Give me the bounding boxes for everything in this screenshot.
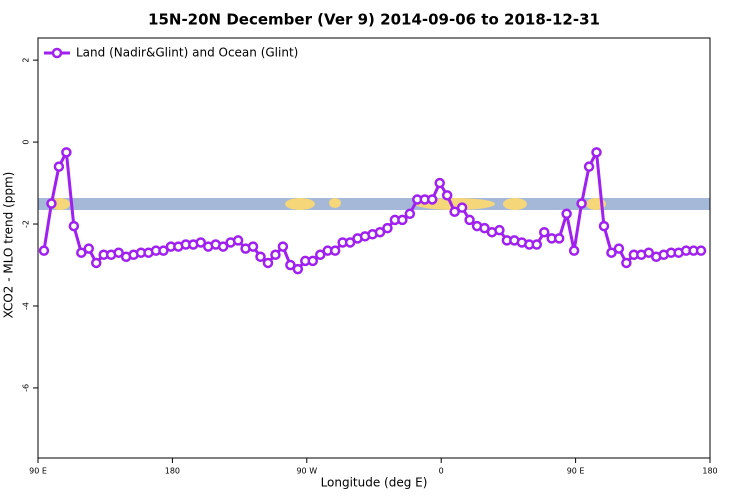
point [553, 233, 565, 244]
y-axis-label: XCO2 - MLO trend (ppm) [2, 172, 16, 319]
point [38, 245, 50, 256]
y-tick-label: -4 [22, 302, 31, 310]
point [195, 237, 207, 248]
point [531, 239, 543, 250]
point [68, 220, 80, 232]
point [441, 190, 453, 201]
point [583, 161, 595, 172]
point [456, 202, 468, 213]
point [53, 161, 65, 172]
point [314, 249, 326, 261]
point [464, 214, 475, 226]
point [568, 245, 580, 256]
point [344, 237, 356, 248]
map-strip [38, 198, 710, 210]
point [404, 208, 416, 220]
y-tick-label: 0 [22, 140, 31, 145]
point [285, 259, 296, 271]
point [46, 198, 57, 209]
point [382, 222, 393, 234]
point [277, 241, 289, 252]
point [255, 251, 266, 263]
point [561, 208, 572, 220]
land [503, 198, 527, 210]
legend-marker [51, 47, 63, 59]
point [232, 235, 244, 246]
plot-frame [37, 37, 711, 459]
point [307, 255, 319, 267]
point [434, 177, 445, 189]
point [576, 198, 587, 209]
y-tick-label: -6 [22, 384, 31, 392]
point [158, 245, 169, 256]
point [292, 263, 304, 275]
point [606, 247, 617, 258]
land [285, 198, 315, 210]
point [643, 247, 655, 258]
ocean-strip [38, 198, 710, 210]
point [613, 243, 625, 254]
point [217, 241, 229, 252]
x-tick-label: 180 [165, 467, 180, 476]
point [76, 247, 87, 258]
point [426, 194, 438, 205]
x-tick-label: 90 W [296, 467, 317, 476]
y-tick-label: -2 [22, 220, 31, 228]
point [374, 226, 386, 238]
point [449, 206, 460, 217]
point [247, 241, 259, 252]
point [621, 257, 632, 269]
y-tick-label: 2 [22, 58, 31, 63]
point [479, 222, 490, 234]
point [397, 214, 408, 226]
point [494, 224, 505, 236]
x-axis-label: Longitude (deg E) [321, 476, 428, 490]
point [538, 226, 550, 238]
point [598, 220, 610, 232]
point [262, 257, 274, 269]
land [329, 198, 341, 208]
x-tick-label: 90 E [567, 467, 585, 476]
x-tick-label: 180 [702, 467, 717, 476]
point [591, 147, 602, 158]
x-tick-label: 90 E [29, 467, 47, 476]
point [90, 257, 102, 269]
point [270, 249, 281, 261]
point [329, 245, 341, 256]
point [61, 147, 72, 158]
point [83, 243, 95, 254]
legend-label: Land (Nadir&Glint) and Ocean (Glint) [76, 46, 298, 60]
point [113, 247, 124, 258]
chart-title: 15N-20N December (Ver 9) 2014-09-06 to 2… [148, 11, 600, 29]
x-tick-label: 0 [439, 467, 444, 476]
point [695, 245, 707, 256]
